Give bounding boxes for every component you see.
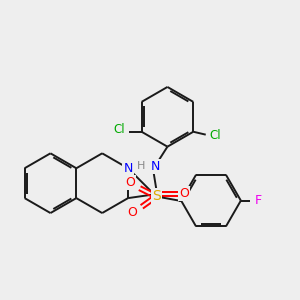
Text: N: N <box>123 162 133 175</box>
Text: F: F <box>255 194 262 207</box>
Text: Cl: Cl <box>209 129 221 142</box>
Text: H: H <box>137 161 146 171</box>
Text: N: N <box>150 160 160 173</box>
Text: O: O <box>126 176 136 189</box>
Text: O: O <box>179 188 189 200</box>
Text: Cl: Cl <box>114 123 125 136</box>
Text: S: S <box>152 190 161 203</box>
Text: O: O <box>128 206 137 219</box>
